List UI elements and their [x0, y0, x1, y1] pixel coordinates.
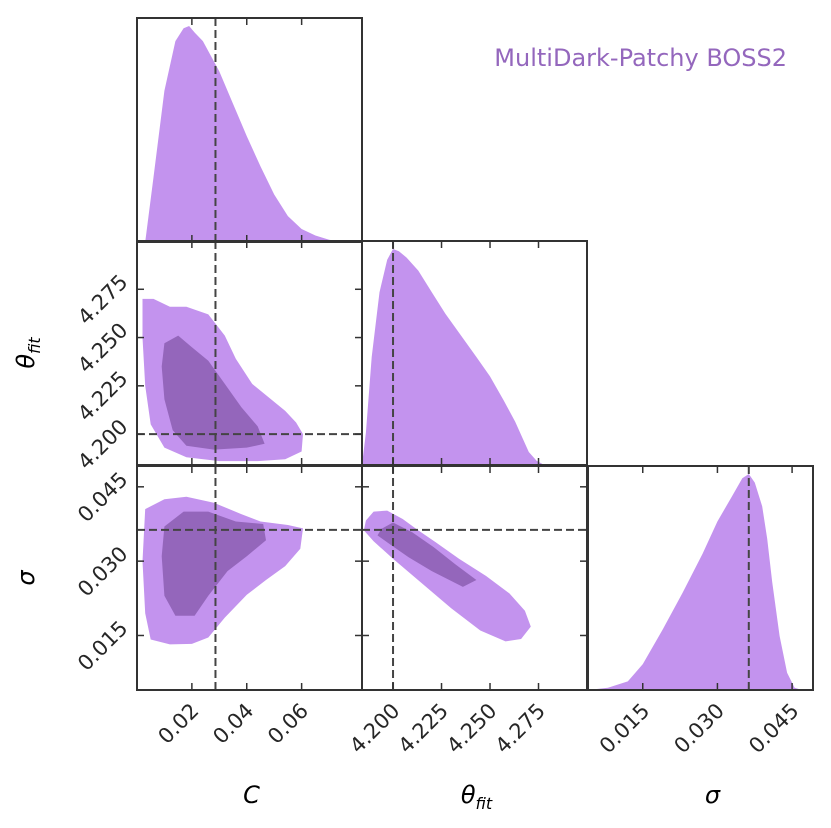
marginal-theta_fit: [362, 249, 558, 465]
legend-label: MultiDark-Patchy BOSS2: [494, 44, 787, 72]
x-tick-label: 0.015: [595, 699, 654, 758]
y-tick-label: 0.015: [73, 616, 132, 675]
y-tick-label: 4.225: [73, 366, 132, 425]
contour-sigma-theta-inner: [377, 522, 477, 587]
x-tick-label: 4.200: [345, 699, 404, 758]
y-tick-label: 4.200: [73, 415, 132, 474]
marginal-C: [145, 26, 362, 242]
ylabel-sigma: σ: [12, 570, 40, 586]
xlabel-C: C: [243, 781, 260, 809]
xlabel-sigma: σ: [705, 781, 721, 809]
x-tick-label: 4.225: [394, 699, 453, 758]
x-tick-label: 0.045: [744, 699, 803, 758]
x-tick-label: 4.275: [491, 699, 550, 758]
x-tick-label: 0.06: [263, 699, 313, 749]
x-tick-label: 0.04: [208, 699, 258, 749]
y-tick-label: 0.030: [73, 542, 132, 601]
contour-theta-C-inner: [161, 335, 265, 450]
xlabel-theta-fit: θfit: [461, 781, 493, 813]
y-tick-label: 4.250: [73, 318, 132, 377]
x-tick-label: 0.02: [153, 699, 203, 749]
contour-sigma-C-inner: [161, 511, 266, 616]
x-tick-label: 0.030: [669, 699, 728, 758]
ylabel-theta-fit: θfit: [12, 337, 44, 369]
y-tick-label: 0.045: [73, 467, 132, 526]
panel-frame-2-2: [587, 465, 814, 691]
y-tick-label: 4.275: [73, 270, 132, 329]
marginal-sigma: [588, 474, 802, 690]
x-tick-label: 4.250: [442, 699, 501, 758]
